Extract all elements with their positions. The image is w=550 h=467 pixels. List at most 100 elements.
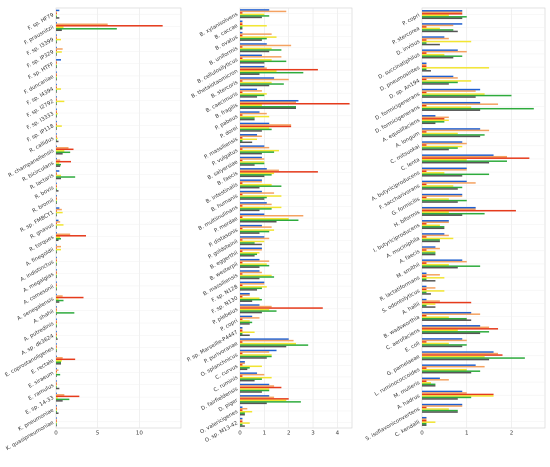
bar xyxy=(56,188,57,191)
bar xyxy=(422,259,463,261)
bar xyxy=(240,297,260,299)
bar xyxy=(240,135,262,138)
bar xyxy=(56,424,57,427)
x-tick-label: 3 xyxy=(311,431,315,437)
bar xyxy=(240,345,287,348)
bar xyxy=(422,421,436,423)
bar xyxy=(56,232,57,234)
bar xyxy=(240,118,255,121)
bar xyxy=(56,102,57,104)
bar xyxy=(56,248,61,251)
bar xyxy=(240,294,250,296)
bar xyxy=(56,287,57,289)
bar xyxy=(56,256,57,259)
bar xyxy=(422,14,449,17)
bar xyxy=(240,352,243,355)
bar xyxy=(422,293,431,295)
bar xyxy=(240,205,243,207)
bar xyxy=(240,216,243,218)
bar xyxy=(56,213,57,215)
bar xyxy=(56,350,57,353)
bar xyxy=(240,16,262,19)
bar xyxy=(240,28,243,30)
bar xyxy=(56,357,63,359)
bar xyxy=(240,242,255,244)
bar xyxy=(422,368,467,371)
bar xyxy=(422,411,458,413)
bar xyxy=(240,101,296,103)
bar xyxy=(56,66,57,69)
bar xyxy=(422,116,449,119)
bar xyxy=(56,276,57,279)
bar xyxy=(422,239,440,241)
bar xyxy=(240,137,243,139)
bar xyxy=(240,91,243,94)
bar xyxy=(240,253,258,256)
bar xyxy=(56,162,60,164)
bar xyxy=(422,234,449,237)
bar xyxy=(56,392,57,395)
bar xyxy=(56,264,57,266)
bar xyxy=(56,88,61,90)
bar xyxy=(240,169,279,172)
bar xyxy=(240,389,270,392)
bar xyxy=(240,34,243,37)
bar xyxy=(56,75,57,78)
bar xyxy=(422,252,436,254)
bar xyxy=(422,50,467,53)
bar xyxy=(422,106,472,108)
bar xyxy=(56,363,61,365)
bar xyxy=(422,94,512,97)
bar xyxy=(240,215,304,217)
bar xyxy=(422,303,436,305)
bar xyxy=(56,174,61,177)
bar xyxy=(240,46,243,48)
bar xyxy=(240,399,287,402)
bar xyxy=(240,281,265,284)
bar xyxy=(240,368,248,371)
bar xyxy=(56,250,57,252)
bar xyxy=(56,99,57,101)
bar xyxy=(240,237,270,240)
bar xyxy=(56,417,57,419)
bar xyxy=(422,316,449,318)
bar xyxy=(422,236,427,238)
bar xyxy=(56,37,57,39)
bar xyxy=(240,321,253,324)
bar xyxy=(240,266,260,268)
bar xyxy=(56,343,57,345)
bar xyxy=(56,360,62,362)
bar xyxy=(422,326,490,329)
bar xyxy=(240,315,253,318)
bar xyxy=(56,38,61,41)
bar xyxy=(422,285,427,288)
bar xyxy=(56,113,58,115)
bar xyxy=(240,128,272,131)
bar xyxy=(56,284,57,286)
bar xyxy=(56,306,57,308)
bar xyxy=(422,246,436,248)
bar xyxy=(240,83,284,85)
bar xyxy=(240,243,262,246)
bar xyxy=(240,193,243,196)
bar xyxy=(422,278,427,281)
bar xyxy=(240,31,243,34)
bar xyxy=(422,358,490,361)
bar xyxy=(240,104,262,106)
bar xyxy=(240,417,243,420)
bar xyxy=(240,12,243,14)
bar xyxy=(240,261,243,264)
bar xyxy=(422,382,431,384)
bar xyxy=(240,138,258,141)
bar xyxy=(56,157,57,160)
bar xyxy=(240,247,262,250)
bar xyxy=(240,65,265,68)
bar xyxy=(422,314,427,317)
bar xyxy=(56,423,57,425)
bar xyxy=(240,152,262,155)
bar xyxy=(56,176,76,178)
bar xyxy=(240,141,253,144)
bar xyxy=(240,203,272,206)
x-tick-label: 5 xyxy=(96,431,100,437)
bar xyxy=(56,153,63,155)
